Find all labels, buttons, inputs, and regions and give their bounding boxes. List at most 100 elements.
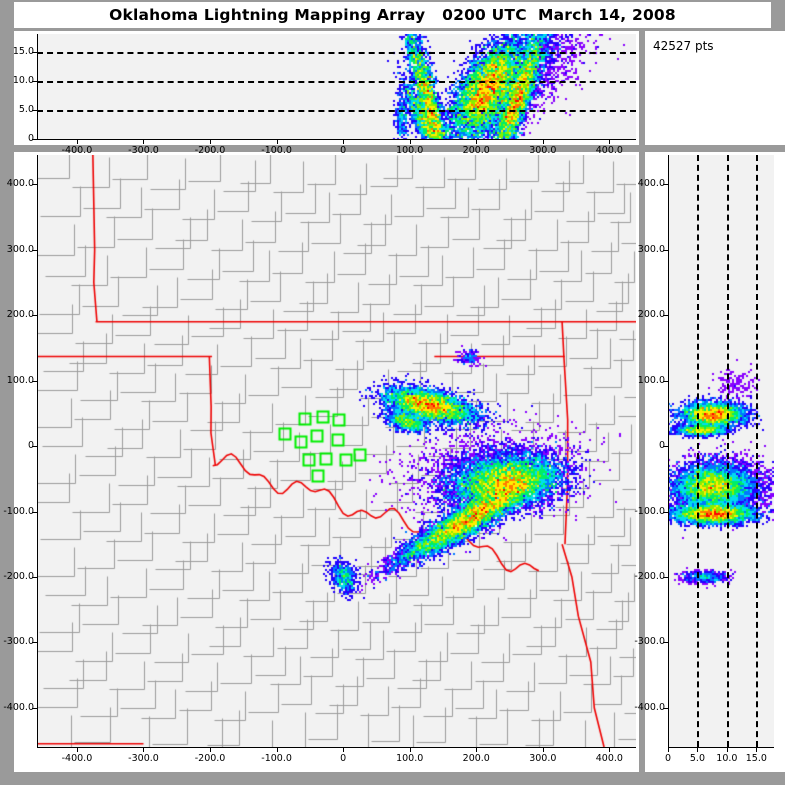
right-panel-y-tick [663, 380, 668, 382]
right-panel-y-tick [663, 315, 668, 317]
main-map-x-tick-label: -200.0 [194, 753, 226, 764]
main-map-x-tick [210, 747, 212, 752]
right-panel-y-axis [668, 155, 669, 747]
right-panel-gridline [756, 155, 759, 747]
right-panel-y-tick-label: 200.0 [637, 309, 665, 321]
lma-station-markers [37, 155, 636, 747]
main-map-x-tick-label: -300.0 [128, 753, 159, 764]
main-map-y-tick [32, 380, 37, 382]
main-map-plot-area[interactable] [37, 155, 636, 747]
top-panel-x-tick-label: 100.0 [396, 145, 424, 156]
right-panel-gridline [726, 155, 729, 747]
top-panel-x-tick [143, 139, 145, 144]
top-panel-y-tick [32, 80, 37, 82]
right-panel-y-tick-label: -300.0 [634, 636, 665, 648]
main-map-x-tick-label: -100.0 [261, 753, 292, 764]
top-panel-gridline [37, 80, 636, 83]
right-panel-y-tick [663, 511, 668, 513]
right-panel-x-tick [756, 747, 758, 752]
right-panel-x-tick [697, 747, 699, 752]
top-panel-x-tick [609, 139, 611, 144]
top-panel-x-tick [476, 139, 478, 144]
main-map-y-tick [32, 642, 37, 644]
main-map-x-tick [343, 747, 345, 752]
right-panel-x-tick-label: 0 [664, 753, 672, 764]
right-panel-y-tick [663, 249, 668, 251]
main-map-x-tick [609, 747, 611, 752]
main-map-x-axis [37, 747, 636, 748]
main-map-y-tick [32, 315, 37, 317]
page-title: Oklahoma Lightning Mapping Array 0200 UT… [109, 6, 676, 24]
right-panel-x-tick [668, 747, 669, 752]
main-map-panel [14, 152, 639, 772]
right-panel-gridline [697, 155, 700, 747]
top-panel-x-axis [37, 139, 636, 140]
right-panel-y-tick [663, 576, 668, 578]
main-map-y-tick [32, 576, 37, 578]
top-panel-y-tick-label: 10.0 [12, 74, 34, 86]
main-map-x-tick [76, 747, 78, 752]
main-map-x-tick-label: 400.0 [595, 753, 623, 764]
main-map-x-tick [276, 747, 278, 752]
main-map-y-tick-label: -100.0 [3, 505, 34, 517]
right-panel-y-tick [663, 184, 668, 186]
main-map-y-tick [32, 446, 37, 448]
top-panel-y-tick-label: 5.0 [18, 103, 34, 115]
right-panel-x-tick-label: 10.0 [716, 753, 738, 764]
right-panel-x-tick-label: 15.0 [745, 753, 767, 764]
top-panel-x-tick [409, 139, 411, 144]
top-panel-x-tick-label: -300.0 [128, 145, 159, 156]
points-count-panel: 42527 pts [645, 31, 785, 145]
points-count-label: 42527 pts [653, 39, 714, 53]
main-map-x-tick [542, 747, 544, 752]
main-map-y-tick-label: 0 [27, 440, 34, 452]
top-panel-x-tick-label: -200.0 [194, 145, 226, 156]
main-map-y-tick [32, 511, 37, 513]
main-map-x-tick-label: 100.0 [396, 753, 424, 764]
top-panel-x-tick-label: 300.0 [529, 145, 557, 156]
top-panel-x-tick-label: 0 [340, 145, 347, 156]
top-panel-gridline [37, 109, 636, 112]
main-map-y-tick [32, 249, 37, 251]
right-panel-x-axis [668, 747, 774, 748]
main-map-y-tick-label: 100.0 [6, 374, 34, 386]
top-panel-y-axis [37, 34, 38, 139]
right-panel-y-tick-label: 400.0 [637, 178, 665, 190]
main-map-x-tick [476, 747, 478, 752]
top-panel-x-tick [276, 139, 278, 144]
top-panel-x-tick [210, 139, 212, 144]
right-panel-x-tick-label: 5.0 [689, 753, 705, 764]
main-map-y-tick [32, 707, 37, 709]
top-panel-y-tick [32, 109, 37, 111]
main-map-y-tick-label: -400.0 [3, 701, 34, 713]
right-panel-y-tick-label: 300.0 [637, 243, 665, 255]
top-panel-y-tick [32, 51, 37, 53]
main-map-y-tick-label: 400.0 [6, 178, 34, 190]
right-panel-y-tick-label: -100.0 [634, 505, 665, 517]
main-map-y-tick-label: 200.0 [6, 309, 34, 321]
top-panel-x-tick-label: -100.0 [261, 145, 292, 156]
top-panel-y-tick-label: 15.0 [12, 45, 34, 57]
main-map-y-axis [37, 155, 38, 747]
main-map-x-tick-label: 300.0 [529, 753, 557, 764]
right-panel-y-tick [663, 642, 668, 644]
main-map-y-tick [32, 184, 37, 186]
top-panel-x-tick [76, 139, 78, 144]
right-panel-y-tick-label: -200.0 [634, 570, 665, 582]
right-panel-y-tick-label: 100.0 [637, 374, 665, 386]
right-panel-y-tick [663, 707, 668, 709]
top-panel-x-tick [542, 139, 544, 144]
main-map-x-tick-label: -400.0 [61, 753, 93, 764]
main-map-x-tick [143, 747, 145, 752]
main-map-y-tick-label: -300.0 [3, 636, 34, 648]
top-panel-x-tick-label: -400.0 [61, 145, 93, 156]
right-panel-y-tick [663, 446, 668, 448]
top-panel-gridline [37, 51, 636, 54]
main-map-y-tick-label: -200.0 [3, 570, 34, 582]
top-panel-y-tick [32, 139, 37, 140]
main-map-x-tick-label: 0 [340, 753, 347, 764]
top-panel-x-tick-label: 200.0 [462, 145, 490, 156]
top-panel-y-tick-label: 0 [27, 133, 34, 144]
